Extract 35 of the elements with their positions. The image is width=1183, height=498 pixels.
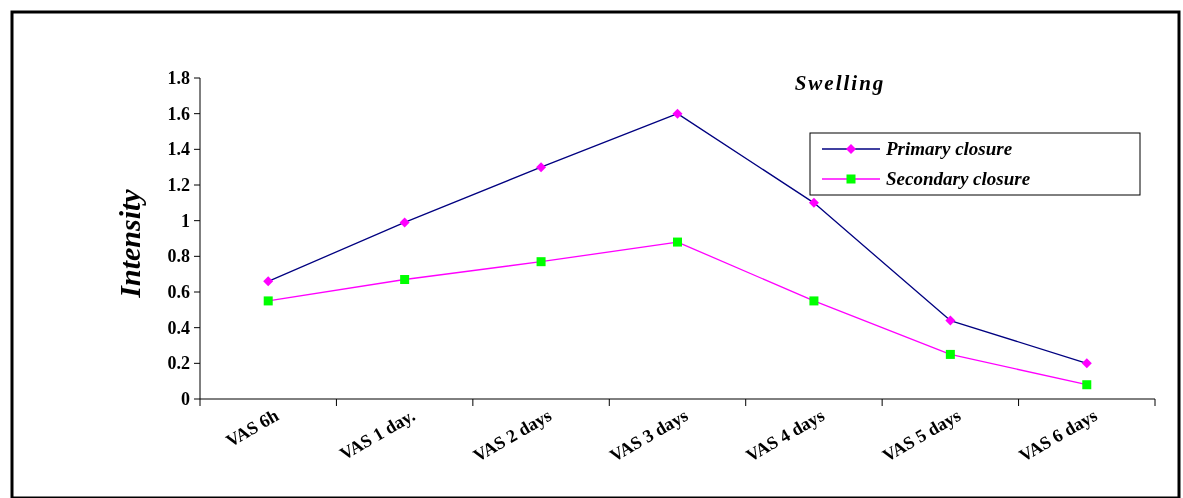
x-tick-label: VAS 5 days <box>879 405 965 466</box>
point <box>536 162 547 173</box>
point <box>1081 358 1092 369</box>
chart-title: Swelling <box>794 71 886 95</box>
point <box>263 276 274 287</box>
x-tick-label: VAS 3 days <box>606 405 692 466</box>
x-tick-label: VAS 6h <box>222 405 282 452</box>
x-tick-label: VAS 4 days <box>742 405 828 466</box>
y-tick-label: 0.4 <box>167 317 190 338</box>
y-tick-label: 1.8 <box>167 68 190 88</box>
x-tick-label: VAS 2 days <box>469 405 555 466</box>
point <box>672 108 683 119</box>
y-tick-label: 1.6 <box>167 103 190 124</box>
y-tick-label: 0.6 <box>167 282 190 302</box>
point <box>945 315 956 326</box>
y-tick-label: 1.4 <box>167 139 190 160</box>
y-axis-title: Intensity <box>113 188 146 299</box>
y-tick-label: 1.2 <box>167 175 190 195</box>
point <box>945 349 955 359</box>
point <box>399 217 410 228</box>
y-tick-label: 0.8 <box>167 246 190 267</box>
legend-label: Primary closure <box>885 138 1013 159</box>
point <box>808 197 819 208</box>
legend-label: Secondary closure <box>886 168 1031 189</box>
y-tick-label: 0.2 <box>167 353 190 374</box>
point <box>1082 380 1092 390</box>
y-tick-label: 1 <box>181 210 190 231</box>
point <box>673 237 682 247</box>
point <box>263 296 273 306</box>
x-tick-label: VAS 6 days <box>1015 405 1101 466</box>
y-tick-label: 0 <box>181 389 190 409</box>
point <box>809 296 819 306</box>
point <box>536 257 546 267</box>
x-tick-label: VAS 1 day. <box>336 405 419 465</box>
point <box>400 275 410 285</box>
